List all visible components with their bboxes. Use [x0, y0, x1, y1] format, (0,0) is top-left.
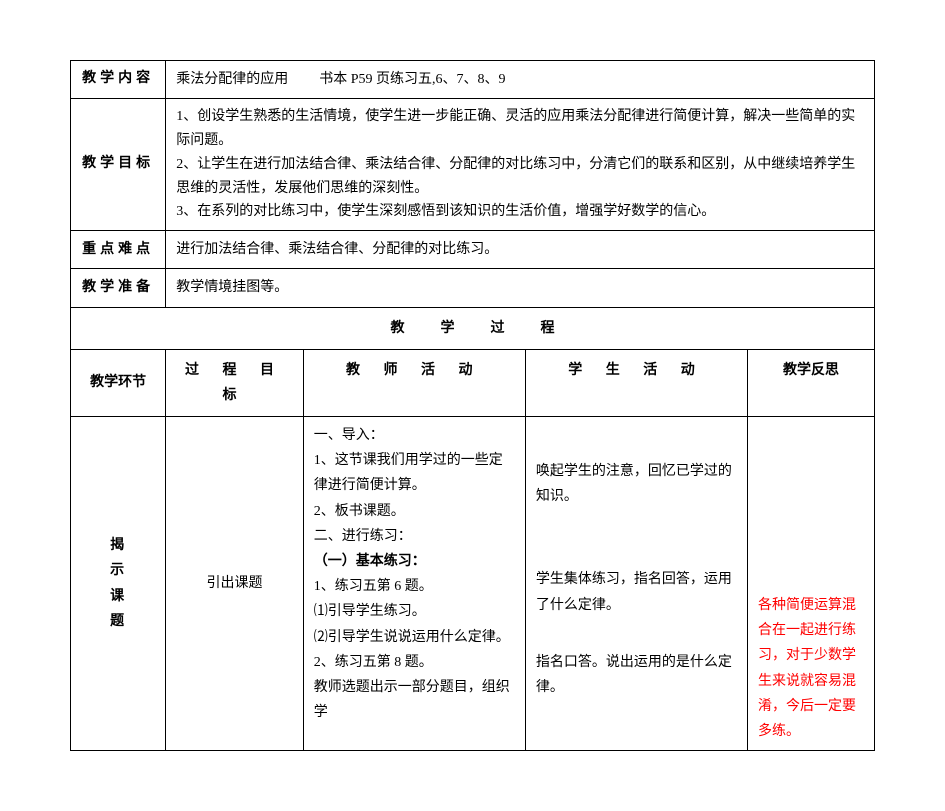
stage-1-student: 唤起学生的注意，回忆已学过的知识。 学生集体练习，指名回答，运用了什么定律。 指…	[525, 417, 747, 751]
student-s3: 指名口答。说出运用的是什么定律。	[536, 650, 737, 700]
header-reflection: 教学反思	[748, 349, 875, 416]
cell-preparation: 教学情境挂图等。	[166, 269, 875, 307]
teacher-l6: 1、练习五第 6 题。	[314, 574, 515, 599]
header-teacher: 教 师 活 动	[303, 349, 525, 416]
stage-char-1: 揭	[81, 533, 155, 558]
row-stage-1: 揭 示 课 题 引出课题 一、导入： 1、这节课我们用学过的一些定律进行简便计算…	[71, 417, 875, 751]
label-keypoints: 重点难点	[71, 231, 166, 269]
content-text: 乘法分配律的应用	[176, 72, 288, 87]
row-objectives: 教学目标 1、创设学生熟悉的生活情境，使学生进一步能正确、灵活的应用乘法分配律进…	[71, 99, 875, 231]
teacher-l3: 2、板书课题。	[314, 499, 515, 524]
cell-objectives: 1、创设学生熟悉的生活情境，使学生进一步能正确、灵活的应用乘法分配律进行简便计算…	[166, 99, 875, 231]
row-process-header: 教学过程	[71, 307, 875, 349]
teacher-l9: 2、练习五第 8 题。	[314, 650, 515, 675]
teacher-l10: 教师选题出示一部分题目，组织学	[314, 675, 515, 725]
teacher-l8: ⑵引导学生说说运用什么定律。	[314, 625, 515, 650]
label-content: 教学内容	[71, 61, 166, 99]
row-preparation: 教学准备 教学情境挂图等。	[71, 269, 875, 307]
teacher-l1: 一、导入：	[314, 423, 515, 448]
teacher-l2: 1、这节课我们用学过的一些定律进行简便计算。	[314, 448, 515, 498]
stage-1-teacher: 一、导入： 1、这节课我们用学过的一些定律进行简便计算。 2、板书课题。 二、进…	[303, 417, 525, 751]
row-keypoints: 重点难点 进行加法结合律、乘法结合律、分配律的对比练习。	[71, 231, 875, 269]
objective-1: 1、创设学生熟悉的生活情境，使学生进一步能正确、灵活的应用乘法分配律进行简便计算…	[176, 105, 864, 153]
objective-2: 2、让学生在进行加法结合律、乘法结合律、分配律的对比练习中，分清它们的联系和区别…	[176, 153, 864, 201]
cell-content: 乘法分配律的应用 书本 P59 页练习五,6、7、8、9	[166, 61, 875, 99]
label-objectives: 教学目标	[71, 99, 166, 231]
header-student: 学 生 活 动	[525, 349, 747, 416]
reflect-spacer	[758, 423, 864, 593]
label-preparation: 教学准备	[71, 269, 166, 307]
stage-1-goal: 引出课题	[166, 417, 304, 751]
row-column-headers: 教学环节 过 程 目 标 教 师 活 动 学 生 活 动 教学反思	[71, 349, 875, 416]
stage-1-label: 揭 示 课 题	[71, 417, 166, 751]
row-content: 教学内容 乘法分配律的应用 书本 P59 页练习五,6、7、8、9	[71, 61, 875, 99]
student-s1: 唤起学生的注意，回忆已学过的知识。	[536, 459, 737, 509]
student-s2: 学生集体练习，指名回答，运用了什么定律。	[536, 567, 737, 617]
stage-1-reflection: 各种简便运算混合在一起进行练习，对于少数学生来说就容易混淆，今后一定要多练。	[748, 417, 875, 751]
header-goal: 过 程 目 标	[166, 349, 304, 416]
content-ref: 书本 P59 页练习五,6、7、8、9	[319, 72, 505, 87]
teacher-l7: ⑴引导学生练习。	[314, 599, 515, 624]
student-spacer-3	[536, 626, 737, 650]
objective-3: 3、在系列的对比练习中，使学生深刻感悟到该知识的生活价值，增强学好数学的信心。	[176, 200, 864, 224]
stage-char-2: 示	[81, 558, 155, 583]
stage-char-3: 课	[81, 584, 155, 609]
cell-keypoints: 进行加法结合律、乘法结合律、分配律的对比练习。	[166, 231, 875, 269]
lesson-plan-table: 教学内容 乘法分配律的应用 书本 P59 页练习五,6、7、8、9 教学目标 1…	[70, 60, 875, 751]
header-stage: 教学环节	[71, 349, 166, 416]
stage-char-4: 题	[81, 609, 155, 634]
teacher-l4: 二、进行练习：	[314, 524, 515, 549]
student-spacer-1	[536, 423, 737, 459]
teacher-l5-bold: （一）基本练习：	[314, 554, 426, 569]
teacher-l5: （一）基本练习：	[314, 549, 515, 574]
process-header: 教学过程	[71, 307, 875, 349]
student-spacer-2	[536, 517, 737, 567]
